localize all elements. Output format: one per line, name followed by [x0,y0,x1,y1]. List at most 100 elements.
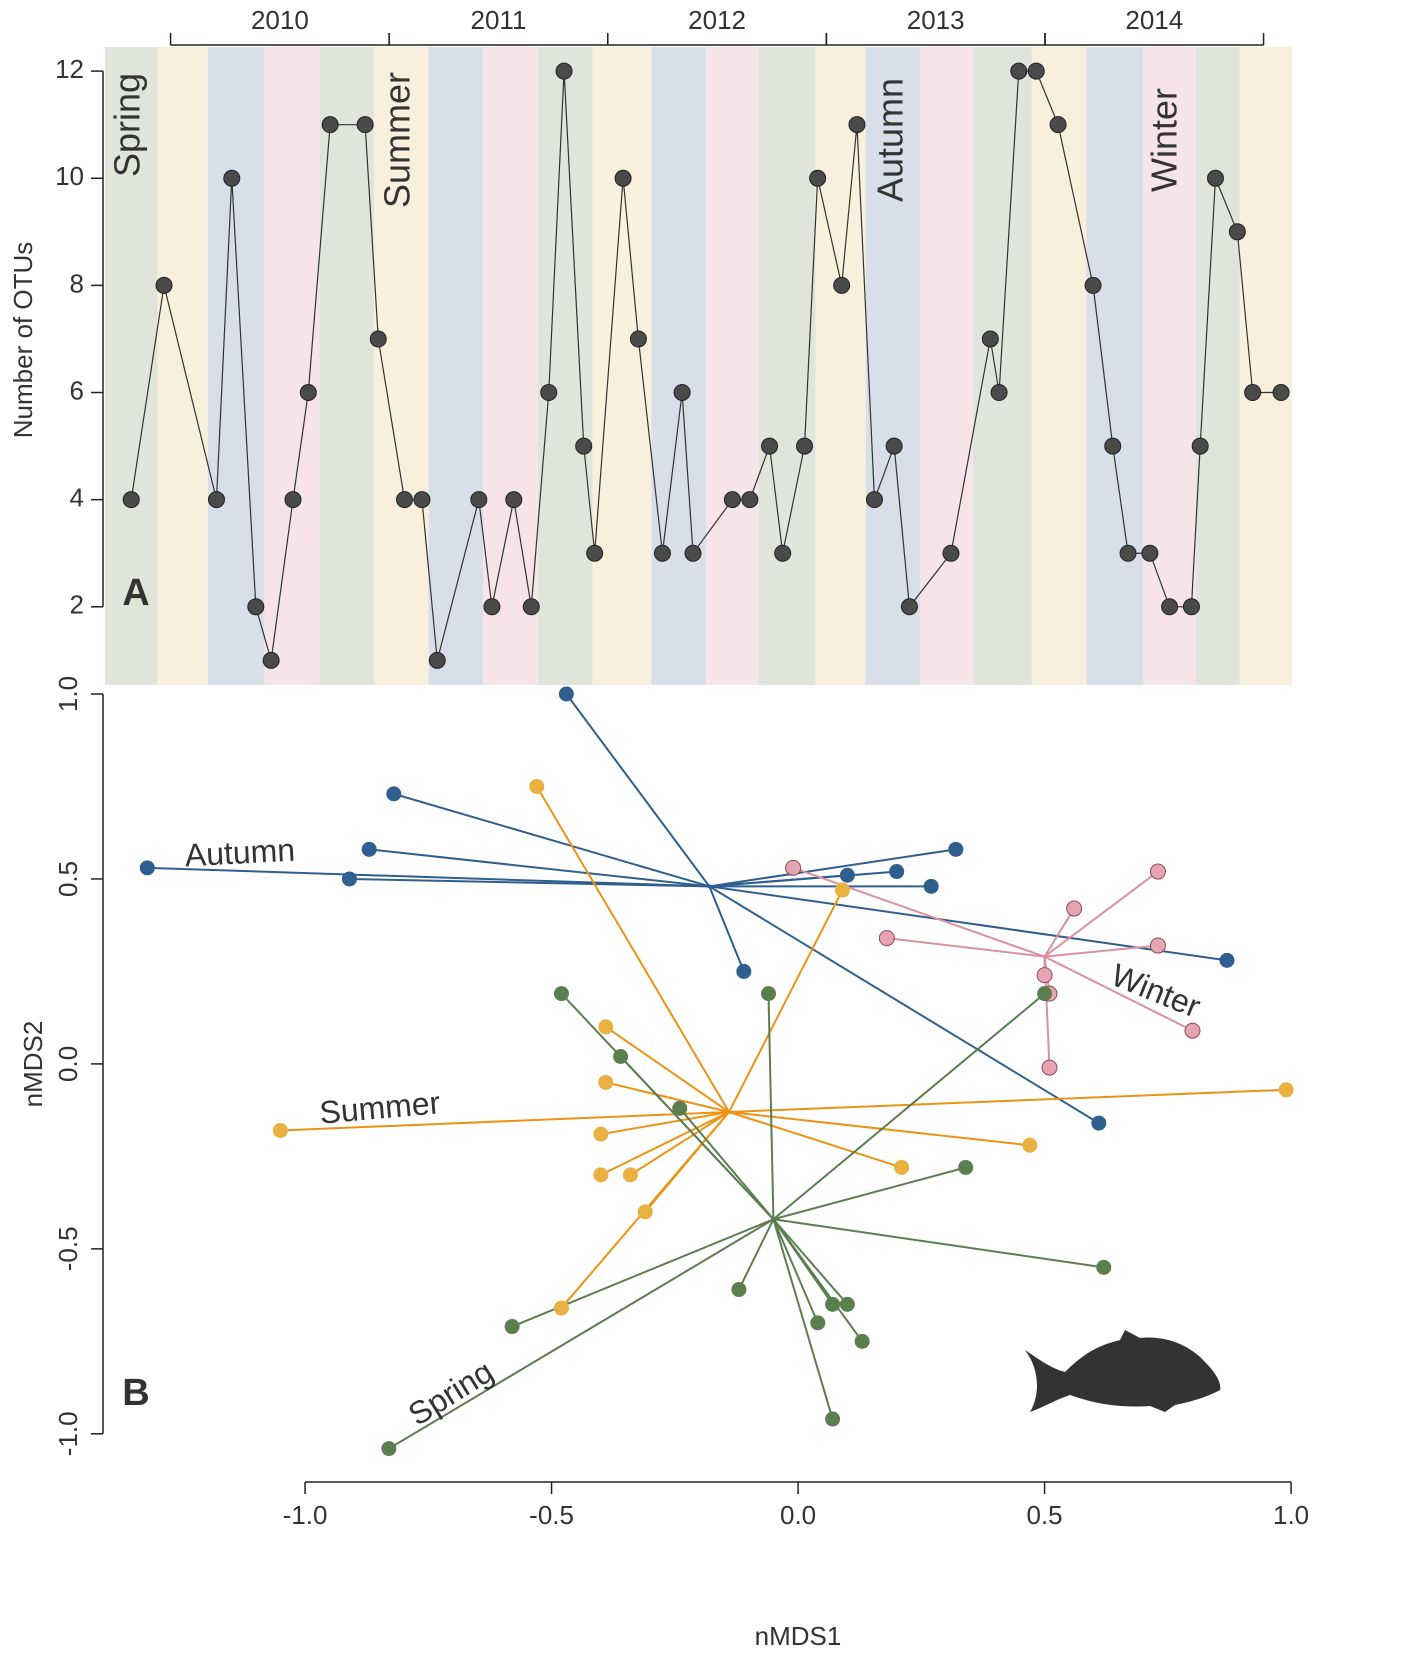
spoke [535,785,730,1113]
otu-point [299,384,317,402]
otu-point [1010,62,1028,80]
sample-point [529,778,545,794]
season-annotation: Autumn [870,78,911,202]
sample-point [958,1159,974,1175]
spoke [147,866,710,888]
spoke [728,1111,902,1169]
otu-point [981,330,999,348]
otu-point [247,598,265,616]
sample-point [341,871,357,887]
season-annotation: Summer [377,72,418,208]
season-annotation: Spring [107,73,148,177]
spoke [767,993,775,1220]
spoke [605,1081,730,1113]
y-tick-label: -0.5 [53,1226,83,1271]
otu-point [428,651,446,669]
sample-point [381,1441,397,1457]
season-band [1239,47,1292,685]
otu-point [1191,437,1209,455]
season-annotation: Winter [1144,88,1185,192]
x-axis-label: nMDS1 [755,1621,842,1651]
sample-point [558,686,574,702]
sample-point [1066,900,1083,917]
sample-point [854,1333,870,1349]
sample-point [923,878,939,894]
year-label: 2012 [688,5,746,35]
season-band [972,47,1032,685]
otu-point [505,491,523,509]
otu-point [395,491,413,509]
spoke [600,1111,730,1176]
sample-point [889,864,905,880]
year-label: 2010 [251,5,309,35]
otu-point [653,544,671,562]
season-band [865,47,921,685]
season-band [758,47,816,685]
group-label: Spring [402,1353,500,1433]
otu-point [321,116,339,134]
spoke [511,1218,774,1328]
otu-point [1141,544,1159,562]
spoke [708,885,745,972]
otu-point [684,544,702,562]
otu-point [223,169,241,187]
spoke [605,1026,730,1113]
sample-point [1022,1137,1038,1153]
y-tick-label: 0.5 [53,861,83,897]
x-tick-label: 1.0 [1273,1500,1309,1530]
spoke [772,1218,863,1342]
spoke [709,874,848,888]
spoke [709,885,1228,962]
sample-point [834,882,850,898]
sample-point [593,1126,609,1142]
sample-point [736,963,752,979]
spoke [772,1218,834,1420]
otu-point [833,276,851,294]
panel-label: A [122,572,149,614]
y-tick-label: 10 [55,161,84,191]
season-band [1195,47,1240,685]
x-tick-label: 0.0 [780,1500,816,1530]
sample-point [553,1300,569,1316]
sample-point [1091,1115,1107,1131]
sample-point [598,1074,614,1090]
season-band [537,47,593,685]
otu-point [885,437,903,455]
spoke [388,1218,774,1450]
otu-point [809,169,827,187]
sample-point [272,1122,288,1138]
otu-point [865,491,883,509]
spoke [565,693,711,887]
otu-point [1084,276,1102,294]
sample-point [825,1296,841,1312]
otu-point [1272,384,1290,402]
season-band [706,47,759,685]
sample-point [139,860,155,876]
otu-point [1027,62,1045,80]
season-band [207,47,265,685]
spoke [708,885,1100,1124]
y-tick-label: 0.0 [53,1046,83,1082]
spoke [728,1110,1030,1147]
centroid [1042,954,1047,959]
y-axis-label: nMDS2 [18,1021,48,1108]
otu-point [900,598,918,616]
season-band [157,47,208,685]
season-band [1143,47,1196,685]
otu-point [262,651,280,669]
fish-icon [1025,1330,1221,1412]
season-band [1031,47,1087,685]
spoke [1043,870,1159,958]
y-axis-label: Number of OTUs [8,242,38,439]
otu-point [1119,544,1137,562]
spoke [1044,944,1159,958]
sample-point [760,986,776,1002]
otu-point [629,330,647,348]
spoke [678,1107,775,1220]
sample-point [1037,986,1053,1002]
otu-point [555,62,573,80]
otu-point [673,384,691,402]
season-band [1086,47,1144,685]
sample-point [839,1296,855,1312]
spoke [1044,955,1193,1032]
